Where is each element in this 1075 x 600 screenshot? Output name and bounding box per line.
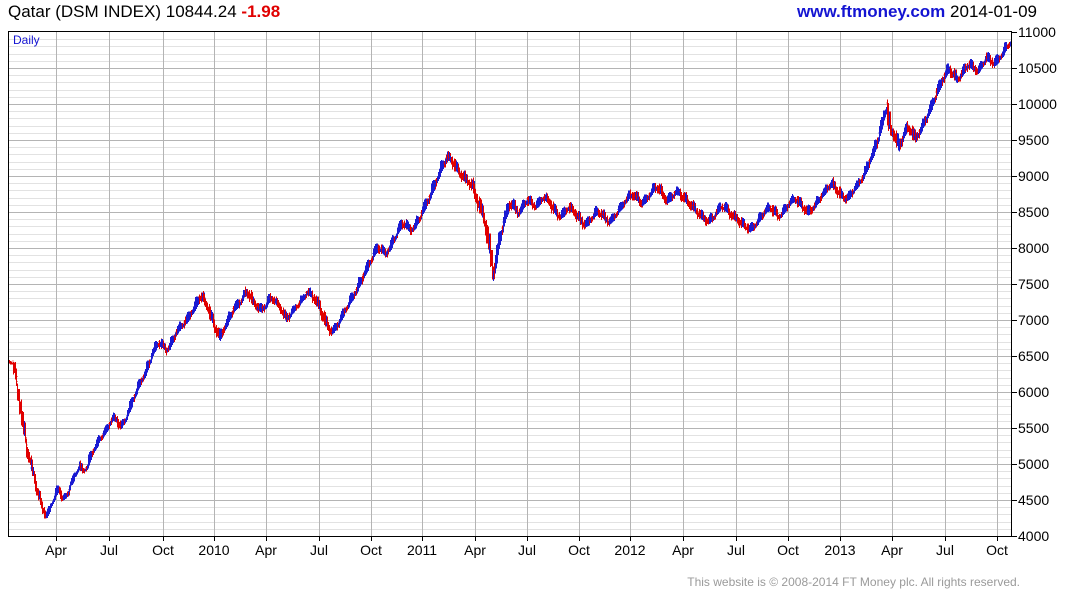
x-axis-tick-label: 2011 — [406, 542, 438, 558]
last-price: 10844.24 — [165, 2, 237, 21]
y-axis-tick-mark — [1012, 536, 1017, 538]
y-axis-tick-mark — [1012, 248, 1017, 250]
y-axis-tick-text: 8500 — [1018, 204, 1050, 220]
x-axis-tick-label: Oct — [986, 542, 1008, 558]
x-axis-tick-mark — [945, 537, 946, 541]
y-axis-tick-text: 10500 — [1018, 60, 1057, 76]
y-axis-tick-text: 4500 — [1018, 492, 1050, 508]
x-axis-tick-mark — [319, 537, 320, 541]
page-title: Qatar (DSM INDEX) 10844.24 -1.98 — [8, 2, 280, 22]
y-axis-tick-mark — [1012, 464, 1017, 466]
x-axis-tick-mark — [630, 537, 631, 541]
y-axis-tick-label: 10000 — [1012, 96, 1057, 112]
x-axis-tick-label: Apr — [881, 542, 903, 558]
x-axis-tick-label: Apr — [672, 542, 694, 558]
period-label: Daily — [13, 33, 40, 47]
y-axis-tick-mark — [1012, 356, 1017, 358]
x-axis-tick-label: Oct — [777, 542, 799, 558]
x-axis-tick-label: Apr — [255, 542, 277, 558]
y-axis-tick-text: 6500 — [1018, 348, 1050, 364]
x-axis: Apr Jul Oct 2010 Apr Jul Oct 2011 Apr Jul Oct 2012 A… — [0, 537, 1012, 562]
x-axis-tick-label: Jul — [310, 542, 328, 558]
y-axis-tick-text: 7000 — [1018, 312, 1050, 328]
x-axis-tick-label: 2013 — [824, 542, 856, 558]
x-axis-tick-label: Jul — [727, 542, 745, 558]
y-axis-tick-text: 9500 — [1018, 132, 1050, 148]
y-axis-tick-label: 11000 — [1012, 24, 1056, 40]
y-axis-tick-text: 8000 — [1018, 240, 1050, 256]
x-axis-tick-mark — [997, 537, 998, 541]
x-axis-tick-mark — [56, 537, 57, 541]
x-axis-tick-label: Jul — [936, 542, 954, 558]
y-axis-tick-mark — [1012, 104, 1017, 106]
x-axis-tick-label: Oct — [360, 542, 382, 558]
x-axis-tick-mark — [683, 537, 684, 541]
y-axis-tick-mark — [1012, 140, 1017, 142]
y-axis-tick-mark — [1012, 284, 1017, 286]
x-axis-tick-label: Oct — [152, 542, 174, 558]
y-axis-tick-label: 7500 — [1012, 276, 1049, 292]
y-axis-tick-label: 8500 — [1012, 204, 1049, 220]
x-axis-tick-label: Jul — [100, 542, 118, 558]
y-axis: 4000 4500 5000 5500 6000 6500 7000 7500 8000 8500… — [1012, 24, 1075, 545]
x-axis-tick-mark — [736, 537, 737, 541]
y-axis-tick-text: 4000 — [1018, 528, 1050, 544]
x-axis-tick-label: Oct — [568, 542, 590, 558]
y-axis-tick-label: 10500 — [1012, 60, 1057, 76]
x-axis-tick-mark — [422, 537, 423, 541]
x-axis-tick-mark — [371, 537, 372, 541]
site-credit: www.ftmoney.com 2014-01-09 — [797, 2, 1037, 22]
y-axis-tick-text: 6000 — [1018, 384, 1050, 400]
y-axis-tick-mark — [1012, 68, 1017, 70]
y-axis-tick-label: 9500 — [1012, 132, 1049, 148]
y-axis-tick-label: 4000 — [1012, 528, 1049, 544]
y-axis-tick-text: 11000 — [1018, 24, 1056, 40]
x-axis-tick-mark — [475, 537, 476, 541]
y-axis-tick-mark — [1012, 500, 1017, 502]
plot-inner: Daily — [9, 32, 1011, 536]
footer-copyright: This website is © 2008-2014 FT Money plc… — [687, 575, 1020, 589]
y-axis-tick-mark — [1012, 212, 1017, 214]
y-axis-tick-label: 8000 — [1012, 240, 1049, 256]
x-axis-tick-mark — [788, 537, 789, 541]
y-axis-tick-label: 6000 — [1012, 384, 1049, 400]
y-axis-tick-mark — [1012, 32, 1017, 34]
y-axis-tick-label: 5500 — [1012, 420, 1049, 436]
y-axis-tick-mark — [1012, 320, 1017, 322]
site-url-link[interactable]: www.ftmoney.com — [797, 2, 946, 21]
y-axis-tick-mark — [1012, 392, 1017, 394]
y-axis-tick-label: 9000 — [1012, 168, 1049, 184]
x-axis-tick-mark — [163, 537, 164, 541]
price-series-ohlc-bars — [9, 41, 1011, 519]
x-axis-tick-mark — [527, 537, 528, 541]
x-axis-tick-mark — [214, 537, 215, 541]
chart-header: Qatar (DSM INDEX) 10844.24 -1.98 www.ftm… — [0, 0, 1075, 28]
x-axis-tick-label: 2012 — [614, 542, 646, 558]
x-axis-tick-mark — [266, 537, 267, 541]
x-axis-tick-label: Apr — [45, 542, 67, 558]
x-axis-tick-mark — [840, 537, 841, 541]
price-change: -1.98 — [241, 2, 281, 21]
y-axis-tick-text: 5000 — [1018, 456, 1050, 472]
x-axis-tick-label: Apr — [464, 542, 486, 558]
chart-plot-area[interactable]: Daily — [8, 31, 1012, 537]
x-axis-tick-mark — [892, 537, 893, 541]
x-axis-tick-label: Jul — [518, 542, 536, 558]
y-axis-tick-text: 10000 — [1018, 96, 1057, 112]
y-axis-tick-text: 5500 — [1018, 420, 1050, 436]
y-axis-tick-text: 9000 — [1018, 168, 1050, 184]
y-axis-tick-label: 5000 — [1012, 456, 1049, 472]
x-axis-tick-label: 2010 — [198, 542, 230, 558]
x-axis-tick-mark — [579, 537, 580, 541]
y-axis-tick-mark — [1012, 428, 1017, 430]
y-axis-tick-label: 4500 — [1012, 492, 1049, 508]
y-axis-tick-label: 7000 — [1012, 312, 1049, 328]
y-axis-tick-mark — [1012, 176, 1017, 178]
chart-date: 2014-01-09 — [950, 2, 1037, 21]
y-axis-tick-text: 7500 — [1018, 276, 1050, 292]
y-axis-tick-label: 6500 — [1012, 348, 1049, 364]
instrument-name: Qatar (DSM INDEX) — [8, 2, 162, 21]
x-axis-tick-mark — [109, 537, 110, 541]
